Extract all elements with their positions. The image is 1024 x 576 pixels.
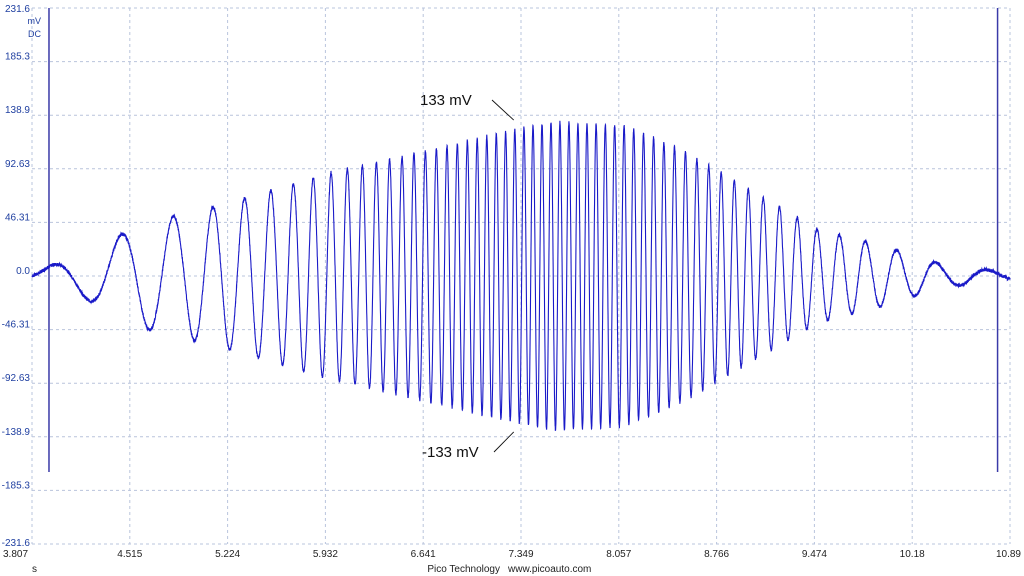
x-tick-label: 8.057	[606, 549, 631, 560]
y-tick-label: 92.63	[5, 159, 30, 170]
coupling-label: DC	[28, 29, 41, 39]
annotation-max: 133 mV	[420, 92, 472, 109]
x-tick-label: 5.932	[313, 549, 338, 560]
x-tick-label: 10.18	[900, 549, 925, 560]
x-unit-label: s	[32, 564, 37, 575]
y-tick-label: -138.9	[2, 427, 31, 438]
x-tick-label: 6.641	[411, 549, 436, 560]
annotation-min: -133 mV	[422, 444, 479, 461]
x-tick-label: 5.224	[215, 549, 240, 560]
annotation-leader	[491, 99, 515, 121]
y-tick-label: 185.3	[5, 52, 30, 63]
y-tick-label: -46.31	[2, 320, 31, 331]
x-tick-label: 9.474	[802, 549, 827, 560]
footer-brand: Pico Technology	[427, 564, 500, 575]
y-tick-label: 138.9	[5, 105, 30, 116]
annotation-leader	[493, 431, 515, 453]
y-tick-label: 0.0	[16, 266, 30, 277]
y-unit-label: mV	[28, 16, 42, 26]
y-tick-label: -92.63	[2, 373, 31, 384]
annotations: 133 mV -133 mV	[420, 92, 515, 461]
y-axis-ticks: 231.6 185.3 138.9 92.63 46.31 0.0 -46.31 -92.63…	[2, 4, 31, 549]
y-tick-label: -231.6	[2, 538, 31, 549]
y-tick-label: 46.31	[5, 212, 30, 223]
x-tick-label: 10.89	[996, 549, 1021, 560]
y-tick-label: -185.3	[2, 480, 31, 491]
x-tick-label: 3.807	[3, 549, 28, 560]
time-cursors[interactable]	[48, 8, 999, 472]
x-tick-label: 4.515	[117, 549, 142, 560]
y-tick-label: 231.6	[5, 4, 30, 15]
footer-url: www.picoauto.com	[507, 564, 591, 575]
x-tick-label: 7.349	[508, 549, 533, 560]
signal-trace	[31, 120, 1011, 431]
x-tick-label: 8.766	[704, 549, 729, 560]
x-axis-ticks: 3.807 4.515 5.224 5.932 6.641 7.349 8.057 8.766…	[3, 549, 1021, 560]
